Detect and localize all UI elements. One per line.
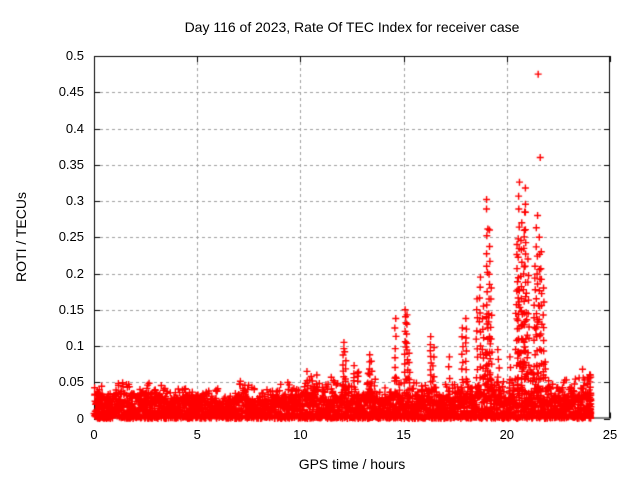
x-tick-label: 25	[602, 427, 618, 442]
y-tick-label: 0.35	[58, 156, 84, 172]
y-tick-label: 0.05	[58, 374, 84, 390]
x-tick-label: 5	[193, 427, 201, 442]
x-tick-label: 20	[499, 427, 515, 442]
y-tick-label: 0.45	[58, 84, 84, 100]
y-tick-label: 0.4	[65, 120, 84, 136]
x-tick-label: 0	[90, 427, 98, 442]
y-tick-label: 0.15	[58, 301, 84, 317]
y-tick-label: 0.25	[58, 229, 84, 245]
y-tick-label: 0.5	[65, 48, 84, 63]
x-tick-label: 15	[396, 427, 411, 442]
y-tick-label: 0.2	[65, 265, 84, 281]
y-tick-label: 0.1	[65, 338, 84, 353]
y-tick-label: 0.3	[65, 193, 84, 208]
x-axis-label: GPS time / hours	[298, 456, 406, 472]
y-tick-label: 0	[76, 410, 84, 426]
chart-title: Day 116 of 2023, Rate Of TEC Index for r…	[184, 19, 520, 35]
x-tick-label: 10	[293, 427, 308, 442]
